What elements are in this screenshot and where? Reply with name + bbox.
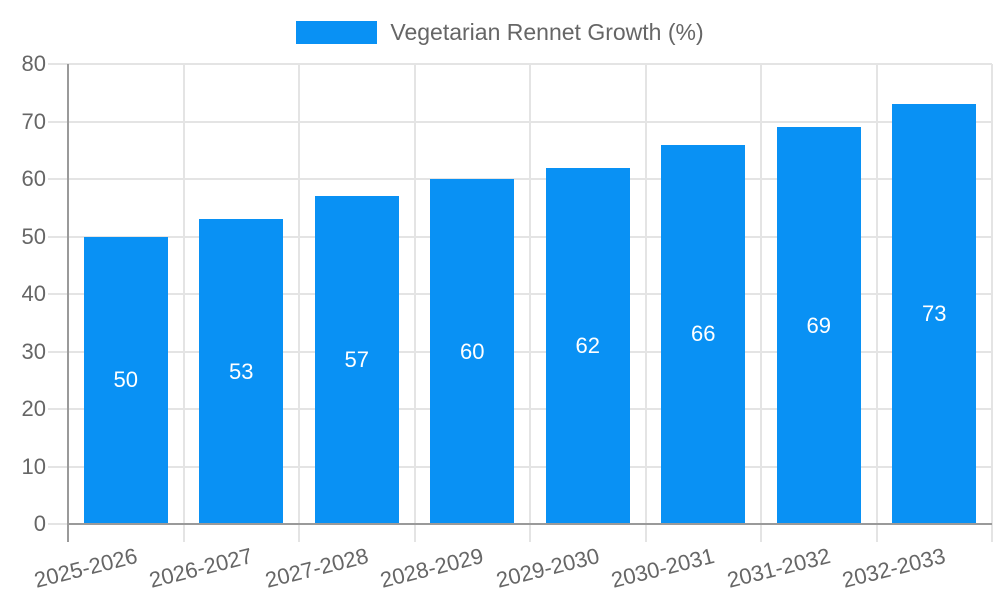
bar[interactable] (776, 127, 861, 524)
y-tick-label: 10 (21, 453, 46, 479)
x-tick-mark (529, 524, 531, 542)
bar-value-label: 57 (344, 347, 369, 373)
y-tick-label: 80 (21, 51, 46, 76)
y-axis-line (67, 64, 69, 542)
x-tick-mark (182, 524, 185, 542)
x-tick-mark (298, 524, 300, 542)
bar[interactable] (661, 144, 746, 524)
y-gridline (48, 465, 992, 468)
x-tick-mark (413, 524, 416, 542)
y-gridline (48, 408, 992, 410)
bar[interactable] (314, 196, 399, 524)
x-gridline (644, 64, 647, 524)
bar-value-label: 73 (922, 301, 947, 327)
x-gridline (413, 64, 416, 524)
bar[interactable] (545, 167, 630, 524)
x-gridline (298, 64, 300, 524)
x-gridline (991, 64, 993, 524)
legend-label: Vegetarian Rennet Growth (%) (390, 19, 704, 45)
x-gridline (760, 64, 762, 524)
bar[interactable] (892, 104, 977, 524)
legend: Vegetarian Rennet Growth (%) (0, 17, 1000, 47)
y-gridline (48, 63, 992, 65)
x-gridline (182, 64, 185, 524)
x-axis-line (67, 523, 992, 525)
y-gridline (48, 178, 992, 180)
x-tick-mark (644, 524, 647, 542)
y-gridline (48, 235, 992, 238)
y-tick-label: 20 (21, 396, 46, 421)
bar[interactable] (199, 219, 284, 524)
x-tick-mark (875, 524, 878, 542)
x-gridline (529, 64, 531, 524)
legend-item[interactable]: Vegetarian Rennet Growth (%) (296, 18, 704, 46)
bar-value-label: 50 (113, 367, 138, 393)
y-tick-label: 0 (33, 511, 46, 536)
y-gridline (48, 350, 992, 353)
x-tick-mark (760, 524, 762, 542)
y-gridline (48, 120, 992, 123)
legend-swatch-icon (296, 20, 378, 44)
x-tick-mark (991, 524, 993, 542)
bar-value-label: 66 (691, 321, 716, 347)
bar-value-label: 53 (229, 358, 254, 384)
bar[interactable] (430, 179, 515, 524)
y-tick-label: 30 (21, 338, 46, 364)
bar[interactable] (83, 236, 168, 524)
y-tick-label: 40 (21, 281, 46, 306)
y-tick-label: 50 (21, 223, 46, 249)
bar-value-label: 60 (460, 338, 485, 364)
y-tick-label: 60 (21, 166, 46, 191)
x-gridline (875, 64, 878, 524)
bar-value-label: 62 (575, 332, 600, 358)
bar-value-label: 69 (806, 312, 831, 338)
y-tick-label: 70 (21, 108, 46, 134)
y-gridline (48, 293, 992, 295)
